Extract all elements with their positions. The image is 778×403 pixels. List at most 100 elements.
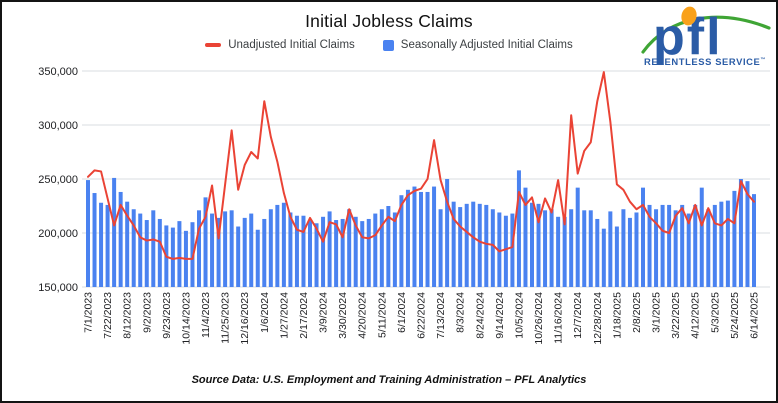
legend-item-seasonally-adjusted: Seasonally Adjusted Initial Claims: [382, 39, 573, 51]
bar: [210, 213, 215, 287]
x-tick-label: 2/8/2025: [631, 292, 643, 333]
bar: [392, 212, 397, 287]
x-tick-label: 1/27/2024: [278, 292, 290, 339]
bar: [523, 187, 528, 287]
bar: [294, 215, 299, 287]
bar: [608, 211, 613, 287]
y-tick-label: 200,000: [38, 228, 78, 240]
bar: [614, 226, 619, 287]
bar: [144, 220, 149, 287]
bar: [379, 209, 384, 287]
x-tick-label: 4/20/2024: [357, 292, 369, 339]
bar: [445, 179, 450, 287]
bar: [549, 209, 554, 287]
bar: [340, 218, 345, 287]
bar: [654, 209, 659, 287]
bar: [556, 216, 561, 287]
bar: [575, 187, 580, 287]
bar: [105, 204, 110, 287]
y-tick-label: 300,000: [38, 120, 78, 132]
x-tick-label: 11/16/2024: [553, 292, 565, 344]
bar: [536, 203, 541, 287]
bar: [373, 213, 378, 287]
bar: [432, 186, 437, 287]
legend-item-unadjusted: Unadjusted Initial Claims: [205, 39, 355, 51]
bar: [530, 202, 534, 287]
bar: [223, 211, 228, 287]
bar: [484, 204, 489, 287]
x-tick-label: 3/1/2025: [651, 292, 663, 333]
bar: [738, 179, 743, 287]
bar: [216, 217, 221, 287]
bar: [334, 220, 339, 287]
x-tick-label: 7/22/2023: [102, 292, 114, 339]
bar: [686, 213, 691, 287]
logo-tagline: RELENTLESS SERVICE™: [644, 56, 766, 67]
bar: [706, 209, 711, 287]
bar: [229, 210, 234, 287]
blue-square-swatch-icon: [382, 39, 394, 51]
pfl-logo: pfl RELENTLESS SERVICE™: [641, 6, 771, 67]
x-tick-label: 4/12/2025: [690, 292, 702, 339]
bar: [680, 204, 685, 287]
bar: [412, 186, 417, 287]
bar: [562, 216, 567, 287]
bar: [425, 191, 430, 287]
bar: [268, 209, 273, 287]
x-tick-label: 10/26/2024: [533, 292, 545, 345]
bar: [314, 223, 319, 287]
x-tick-label: 5/11/2024: [376, 292, 388, 338]
jobless-claims-plot: 150,000 200,000 250,000 300,000 350,000 7/1/2…: [38, 66, 770, 345]
logo-dot-icon: [681, 6, 697, 26]
x-tick-label: 12/16/2023: [239, 292, 251, 345]
x-tick-label: 3/9/2024: [318, 292, 330, 333]
y-tick-label: 350,000: [38, 66, 78, 78]
bar: [255, 229, 260, 287]
x-tick-label: 7/13/2024: [435, 292, 447, 339]
x-tick-label: 8/3/2024: [455, 292, 467, 333]
bar: [275, 204, 280, 287]
bar: [386, 206, 391, 287]
x-tick-label: 3/22/2025: [670, 292, 682, 339]
bar: [595, 218, 600, 287]
red-line-swatch-icon: [205, 43, 222, 47]
x-tick-label: 6/1/2024: [396, 292, 408, 333]
bar: [151, 210, 156, 287]
bar: [281, 202, 286, 287]
x-tick-label: 5/24/2025: [729, 292, 741, 339]
x-tick-label: 2/17/2024: [298, 292, 310, 339]
x-tick-label: 9/14/2024: [494, 292, 506, 339]
x-tick-label: 5/3/2025: [709, 292, 721, 333]
bar: [321, 216, 326, 287]
bar: [242, 217, 247, 287]
bar: [667, 204, 672, 287]
bar: [745, 181, 750, 287]
bar: [92, 193, 97, 287]
bar: [601, 228, 606, 287]
bar: [477, 203, 482, 287]
bar: [112, 177, 117, 287]
bar: [138, 213, 143, 287]
bar: [301, 215, 306, 287]
bar: [360, 221, 365, 287]
bar: [641, 187, 645, 287]
x-tick-label: 7/1/2023: [83, 292, 95, 333]
bar: [125, 201, 130, 287]
x-tick-label: 8/12/2023: [122, 292, 134, 339]
x-tick-label: 9/2/2023: [141, 292, 153, 333]
page-title: Initial Jobless Claims: [305, 11, 473, 31]
x-tick-label: 1/6/2024: [259, 292, 271, 333]
bar: [458, 207, 463, 287]
x-tick-label: 3/30/2024: [337, 292, 349, 339]
bar: [569, 209, 574, 287]
x-tick-label: 10/14/2023: [180, 292, 192, 345]
bar: [647, 204, 652, 287]
x-tick-label: 6/22/2024: [416, 292, 428, 339]
logo-swoosh-icon: [641, 15, 771, 54]
bar: [236, 226, 241, 287]
bar: [732, 190, 737, 287]
bar: [197, 210, 201, 287]
bar: [288, 212, 293, 287]
bar: [170, 227, 175, 287]
